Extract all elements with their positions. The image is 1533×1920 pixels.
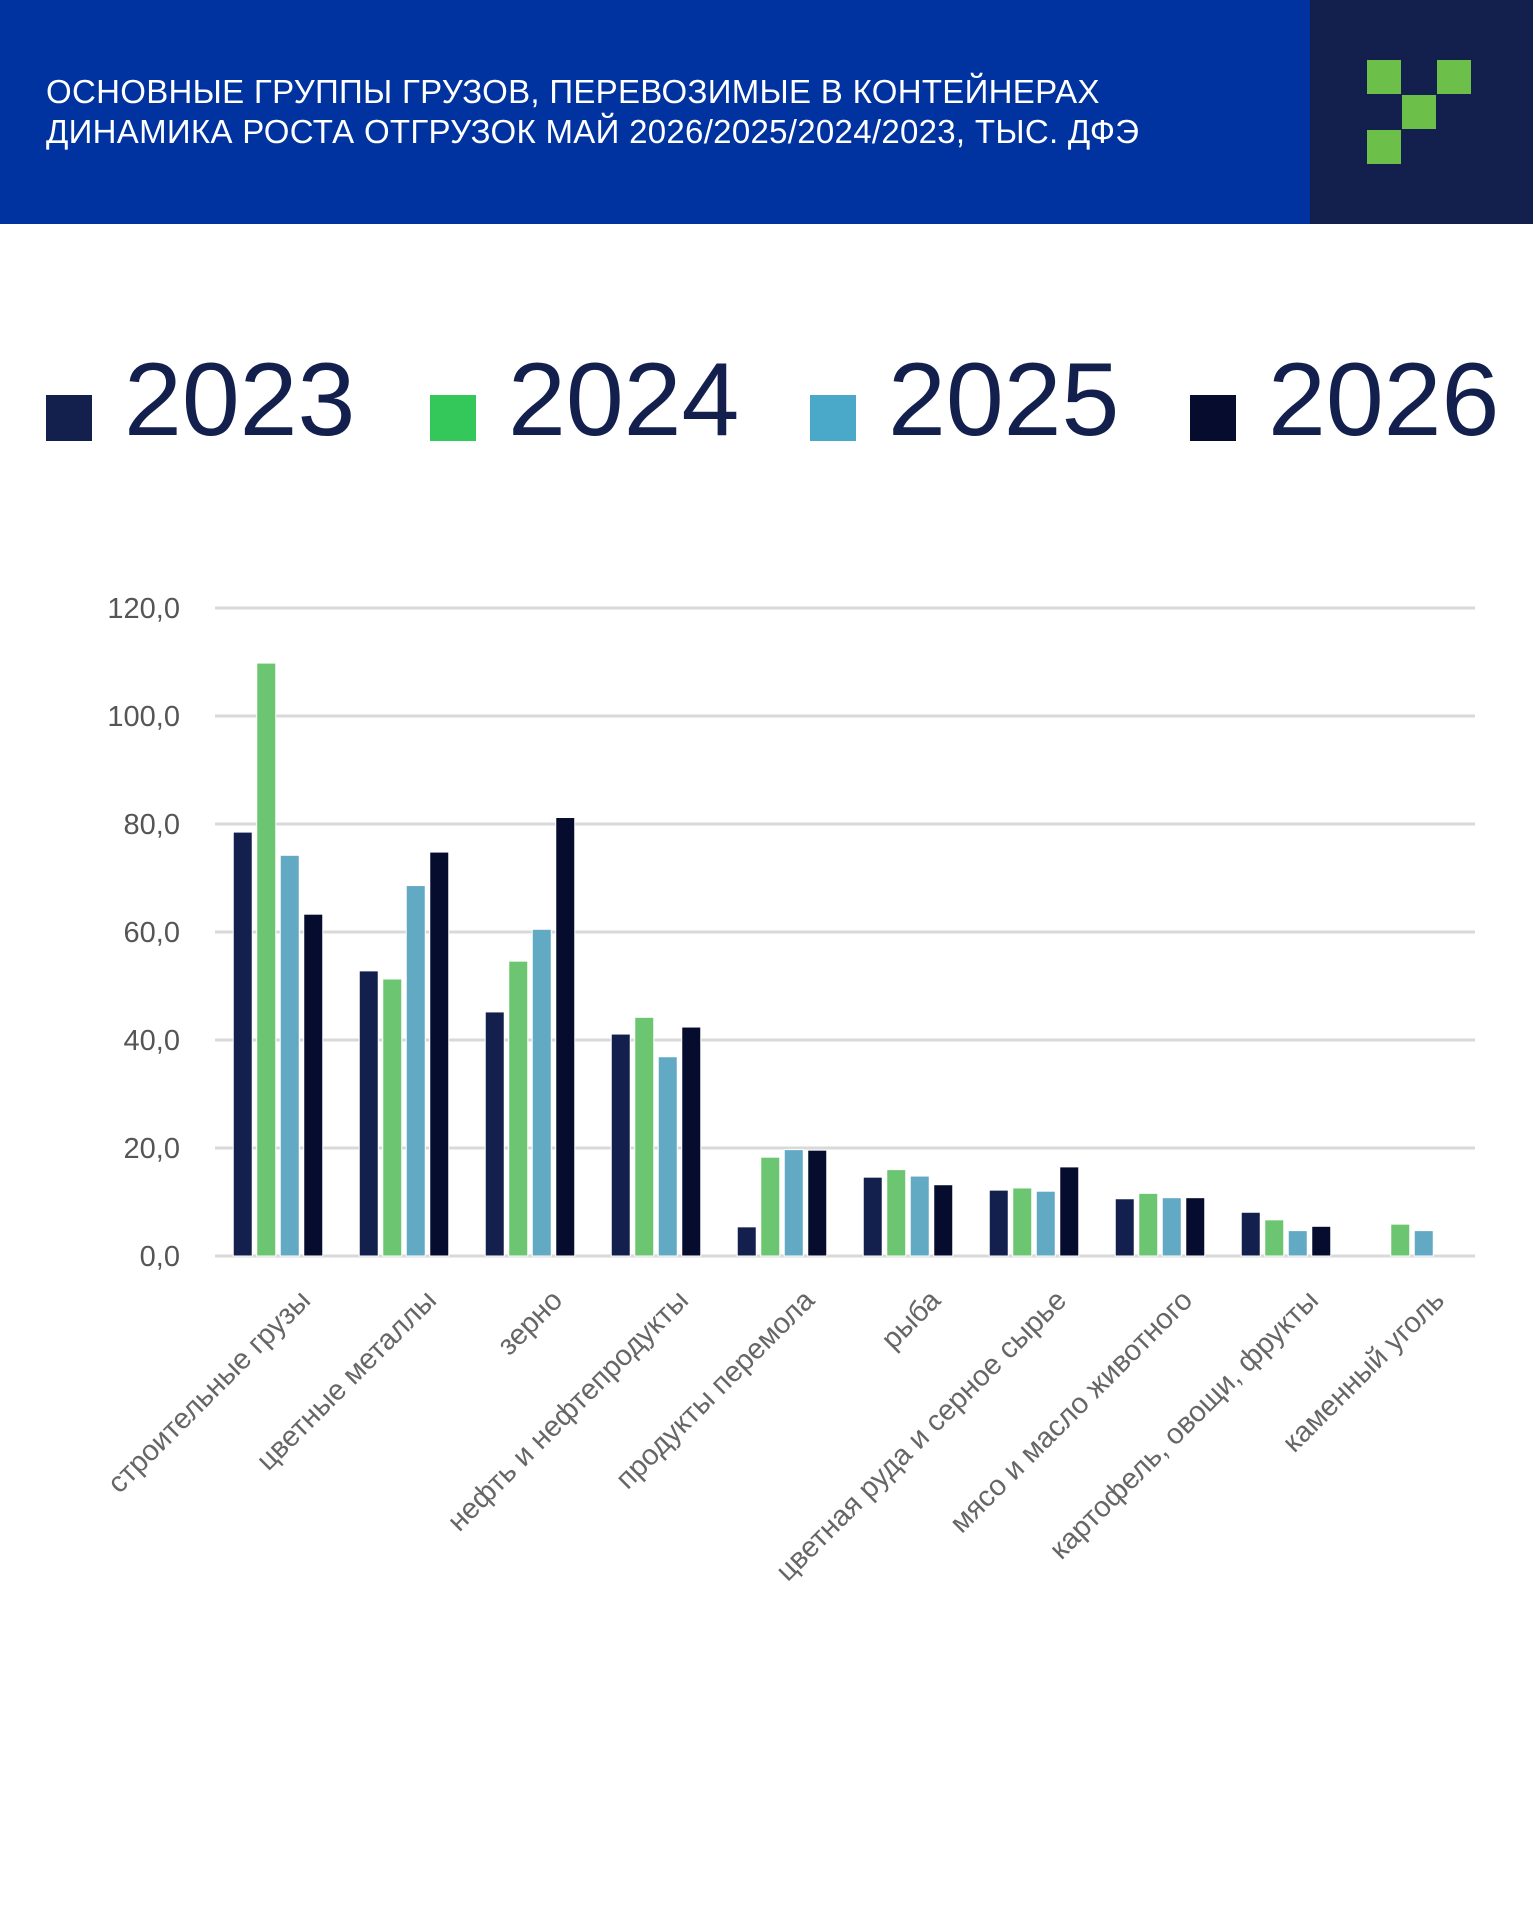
bar-2024 [634, 1016, 655, 1257]
y-tick-label: 80,0 [124, 809, 180, 841]
x-category-label: нефть и нефтепродукты [442, 1284, 695, 1537]
bar-2024 [1264, 1219, 1285, 1257]
x-category-label: рыба [875, 1284, 947, 1356]
y-tick-label: 120,0 [107, 593, 180, 625]
bar-2023 [484, 1011, 505, 1257]
bar-2026 [303, 913, 324, 1257]
bar-chart: 0,0 20,0 40,0 60,0 80,0 100,0 120,0 строительн… [102, 593, 1475, 1588]
bar-2026 [933, 1184, 954, 1257]
bar-2026 [1059, 1166, 1080, 1257]
y-tick-label: 100,0 [107, 701, 180, 733]
x-category-label: зерно [492, 1284, 569, 1361]
bar-2026 [1185, 1197, 1206, 1257]
bar-2024 [760, 1156, 781, 1257]
legend-swatch [430, 395, 476, 441]
bar-2024 [382, 978, 403, 1257]
legend-label: 2025 [888, 342, 1120, 458]
page-title: ОСНОВНЫЕ ГРУППЫ ГРУЗОВ, ПЕРЕВОЗИМЫЕ В КО… [46, 72, 1286, 152]
bar-2024 [1390, 1223, 1411, 1257]
bar-2023 [862, 1176, 883, 1257]
bar-2023 [1114, 1198, 1135, 1257]
y-tick-label: 40,0 [124, 1025, 180, 1057]
chart-bars [232, 662, 1434, 1257]
bar-2026 [555, 817, 576, 1257]
y-tick-label: 20,0 [124, 1133, 180, 1165]
y-axis-ticks: 0,0 20,0 40,0 60,0 80,0 100,0 120,0 [107, 593, 180, 1273]
y-tick-label: 60,0 [124, 917, 180, 949]
bar-2025 [279, 854, 300, 1257]
x-category-label: строительные грузы [102, 1284, 317, 1499]
bar-2024 [1138, 1192, 1159, 1257]
title-line-2: ДИНАМИКА РОСТА ОТГРУЗОК МАЙ 2026/2025/20… [46, 113, 1140, 150]
bar-2023 [610, 1033, 631, 1257]
bar-2024 [256, 662, 277, 1257]
bar-2024 [508, 960, 529, 1257]
bar-2025 [1413, 1230, 1434, 1257]
bar-2026 [1311, 1225, 1332, 1257]
bar-2023 [232, 831, 253, 1257]
bar-2025 [657, 1056, 678, 1257]
header-banner: ОСНОВНЫЕ ГРУППЫ ГРУЗОВ, ПЕРЕВОЗИМЫЕ В КО… [0, 0, 1310, 224]
bar-2023 [358, 970, 379, 1257]
legend-label: 2023 [124, 342, 356, 458]
bar-2026 [807, 1149, 828, 1257]
bar-2025 [1035, 1190, 1056, 1257]
legend-swatch [1190, 395, 1236, 441]
bar-2025 [1287, 1230, 1308, 1257]
legend-label: 2026 [1268, 342, 1500, 458]
chart-gridlines [215, 606, 1475, 1258]
bar-2024 [886, 1169, 907, 1257]
chart-legend: 2023 2024 2025 2026 [0, 340, 1533, 460]
x-category-label: картофель, овощи, фрукты [1044, 1284, 1325, 1565]
legend-label: 2024 [508, 342, 740, 458]
green-pixel-check-logo-icon [1367, 60, 1471, 164]
bar-2025 [1161, 1197, 1182, 1257]
bar-2023 [988, 1189, 1009, 1257]
bar-2025 [531, 928, 552, 1257]
bar-2023 [1240, 1211, 1261, 1257]
legend-swatch [46, 395, 92, 441]
bar-2023 [736, 1226, 757, 1257]
bar-2024 [1012, 1187, 1033, 1257]
y-tick-label: 0,0 [140, 1241, 180, 1273]
bar-2025 [909, 1175, 930, 1257]
logo [1310, 0, 1533, 224]
bar-2025 [405, 885, 426, 1257]
title-line-1: ОСНОВНЫЕ ГРУППЫ ГРУЗОВ, ПЕРЕВОЗИМЫЕ В КО… [46, 73, 1100, 110]
bar-2026 [681, 1026, 702, 1257]
legend-swatch [810, 395, 856, 441]
x-category-label: мясо и масло животного [944, 1284, 1199, 1539]
bar-2026 [429, 851, 450, 1257]
bar-2025 [783, 1149, 804, 1257]
